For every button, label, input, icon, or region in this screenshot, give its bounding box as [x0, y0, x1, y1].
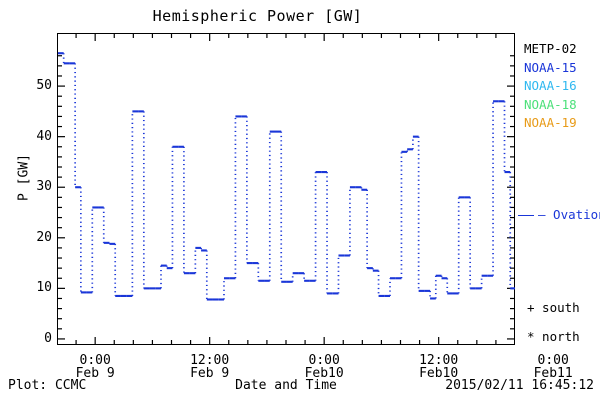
legend-item-noaa-15: NOAA-15 — [524, 59, 577, 75]
y-axis-tick-labels: 0 10 20 30 40 50 — [8, 0, 52, 400]
plot-frame — [57, 33, 515, 345]
x-tick-date: Feb10 — [304, 366, 344, 382]
x-tick-time: 12:00 — [190, 353, 230, 368]
chart-canvas — [57, 33, 515, 345]
legend: METP-02 NOAA-15 NOAA-16 NOAA-18 NOAA-19 — [524, 40, 577, 133]
x-tick-label: 0:00 Feb10 — [289, 354, 359, 381]
y-tick-label: 10 — [36, 280, 52, 296]
x-tick-label: 0:00 Feb 9 — [60, 354, 130, 381]
y-tick-label: 40 — [36, 128, 52, 144]
x-tick-label: 12:00 Feb 9 — [175, 354, 245, 381]
footer-timestamp: 2015/02/11 16:45:12 — [445, 378, 594, 393]
x-tick-time: 12:00 — [419, 353, 459, 368]
x-tick-time: 0:00 — [308, 353, 340, 368]
y-tick-label: 30 — [36, 179, 52, 195]
x-tick-time: 0:00 — [79, 353, 111, 368]
ovation-legend-note: — Ovation Prime HPI — [538, 208, 600, 222]
legend-item-noaa-19: NOAA-19 — [524, 115, 577, 130]
x-tick-date: Feb11 — [533, 366, 573, 382]
x-tick-date: Feb10 — [419, 366, 459, 382]
x-tick-label: 0:00 Feb11 — [518, 354, 588, 381]
x-tick-label: 12:00 Feb10 — [404, 354, 474, 381]
page-title: Hemispheric Power [GW] — [152, 7, 363, 25]
y-tick-label: 50 — [36, 78, 52, 94]
footer-credit: Plot: CCMC — [8, 378, 87, 393]
y-tick-label: 0 — [44, 330, 52, 346]
ovation-legend-line1: — Ovation — [538, 207, 600, 222]
x-tick-date: Feb 9 — [190, 366, 230, 382]
legend-item-noaa-16: NOAA-16 — [524, 78, 577, 93]
south-marker-note: + south — [527, 300, 580, 315]
y-axis-title: P [GW] — [16, 154, 32, 201]
ovation-line-sample — [518, 215, 534, 216]
x-tick-date: Feb 9 — [75, 366, 115, 382]
y-tick-label: 20 — [36, 229, 52, 245]
legend-item-metp-02: METP-02 — [524, 41, 577, 56]
x-tick-time: 0:00 — [537, 353, 569, 368]
legend-item-noaa-18: NOAA-18 — [524, 96, 577, 112]
north-marker-note: * north — [527, 329, 580, 344]
x-axis-title: Date and Time — [235, 378, 337, 393]
